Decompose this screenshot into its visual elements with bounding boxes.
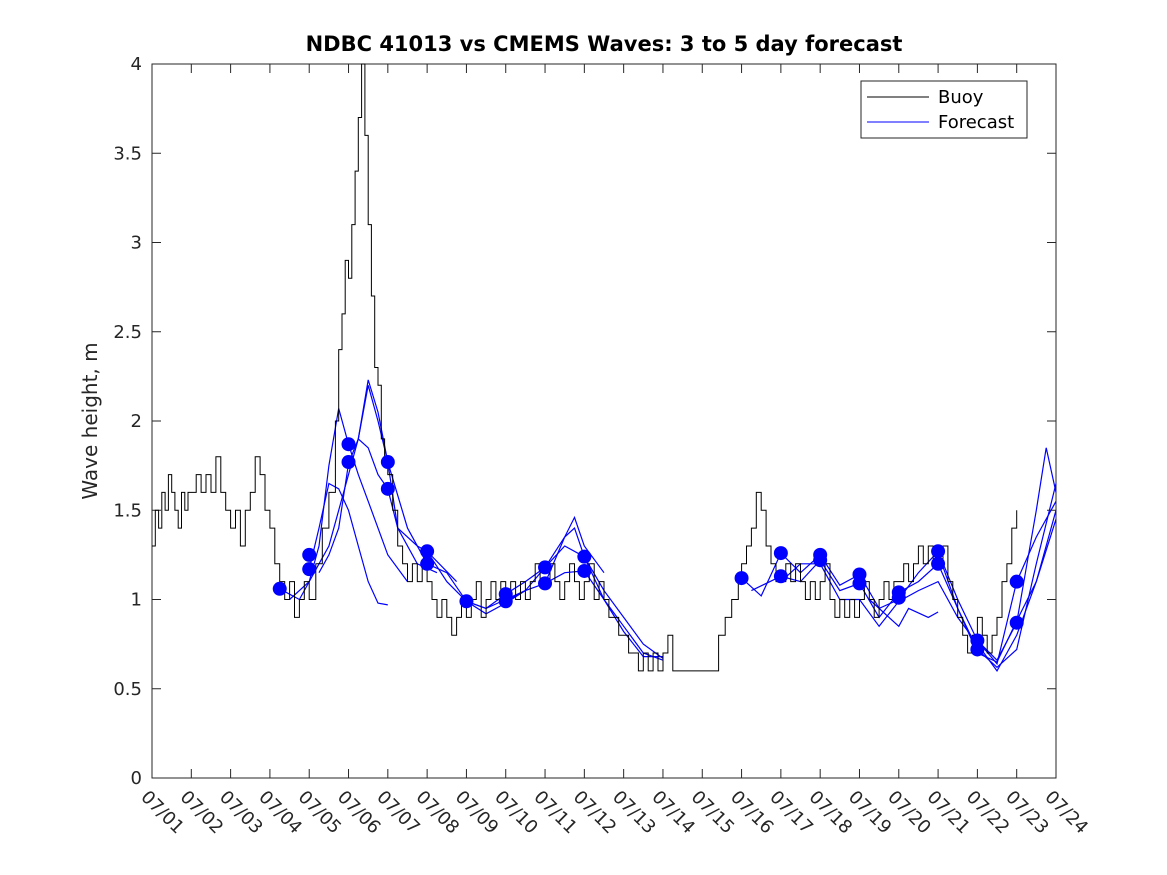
x-tick-label: 07/09 — [451, 787, 503, 839]
forecast-marker — [931, 544, 946, 559]
x-tick-label: 07/19 — [844, 787, 896, 839]
x-tick-label: 07/20 — [883, 787, 935, 839]
chart-title: NDBC 41013 vs CMEMS Waves: 3 to 5 day fo… — [306, 32, 903, 56]
forecast-marker — [852, 576, 867, 591]
x-tick-label: 07/13 — [608, 787, 660, 839]
forecast-marker — [272, 581, 287, 596]
forecast-marker — [459, 594, 474, 609]
legend-label-buoy: Buoy — [938, 87, 984, 108]
x-tick-label: 07/17 — [765, 787, 817, 839]
forecast-line — [308, 482, 388, 606]
forecast-marker — [538, 560, 553, 575]
legend-label-forecast: Forecast — [938, 112, 1014, 133]
forecast-marker — [773, 569, 788, 584]
x-tick-label: 07/22 — [962, 787, 1014, 839]
y-tick-label: 2.5 — [113, 322, 142, 343]
y-tick-label: 1 — [131, 590, 142, 611]
forecast-marker — [773, 546, 788, 561]
forecast-marker — [341, 437, 356, 452]
y-tick-label: 1.5 — [113, 500, 142, 521]
x-tick-label: 07/01 — [136, 787, 188, 839]
forecast-line — [780, 510, 1057, 673]
x-tick-label: 07/08 — [412, 787, 464, 839]
forecast-line — [937, 519, 1057, 663]
x-tick-label: 07/07 — [372, 787, 424, 839]
x-tick-label: 07/11 — [530, 787, 582, 839]
forecast-marker — [813, 553, 828, 568]
forecast-marker — [498, 594, 513, 609]
x-tick-label: 07/21 — [923, 787, 975, 839]
forecast-line — [466, 545, 664, 661]
x-tick-label: 07/05 — [294, 787, 346, 839]
x-tick-label: 07/23 — [1001, 787, 1053, 839]
legend: Buoy Forecast — [860, 80, 1028, 139]
forecast-marker — [302, 562, 317, 577]
forecast-line — [868, 599, 939, 628]
forecast-marker — [931, 556, 946, 571]
forecast-line — [741, 447, 1057, 662]
plot-area: 00.511.522.533.5407/0107/0207/0307/0407/… — [113, 54, 1092, 838]
x-tick-label: 07/06 — [333, 787, 385, 839]
y-axis-label: Wave height, m — [78, 342, 102, 499]
y-tick-label: 2 — [131, 411, 142, 432]
forecast-marker — [734, 571, 749, 586]
y-tick-label: 4 — [131, 54, 142, 75]
buoy-line — [152, 63, 1018, 672]
forecast-marker — [1009, 615, 1024, 630]
x-tick-label: 07/02 — [176, 787, 228, 839]
forecast-marker — [577, 549, 592, 564]
axes-frame — [151, 63, 1057, 779]
x-tick-label: 07/14 — [647, 787, 699, 839]
x-tick-label: 07/04 — [254, 787, 306, 839]
forecast-marker — [380, 481, 395, 496]
forecast-marker — [538, 576, 553, 591]
y-tick-label: 3.5 — [113, 143, 142, 164]
forecast-marker — [891, 590, 906, 605]
forecast-marker — [577, 563, 592, 578]
forecast-marker — [1009, 574, 1024, 589]
x-tick-label: 07/16 — [726, 787, 778, 839]
forecast-marker — [380, 455, 395, 470]
x-tick-label: 07/18 — [805, 787, 857, 839]
x-tick-label: 07/24 — [1040, 787, 1092, 839]
forecast-marker — [420, 556, 435, 571]
y-tick-label: 0.5 — [113, 679, 142, 700]
y-tick-label: 0 — [131, 768, 142, 789]
x-tick-label: 07/15 — [687, 787, 739, 839]
legend-box — [860, 80, 1028, 139]
x-tick-label: 07/12 — [569, 787, 621, 839]
forecast-line — [318, 437, 458, 583]
forecast-marker — [970, 642, 985, 657]
forecast-line — [751, 483, 1057, 669]
y-tick-label: 3 — [131, 233, 142, 254]
x-tick-label: 07/03 — [215, 787, 267, 839]
x-tick-label: 07/10 — [490, 787, 542, 839]
forecast-marker — [302, 547, 317, 562]
forecast-marker — [420, 544, 435, 559]
forecast-marker — [341, 455, 356, 470]
